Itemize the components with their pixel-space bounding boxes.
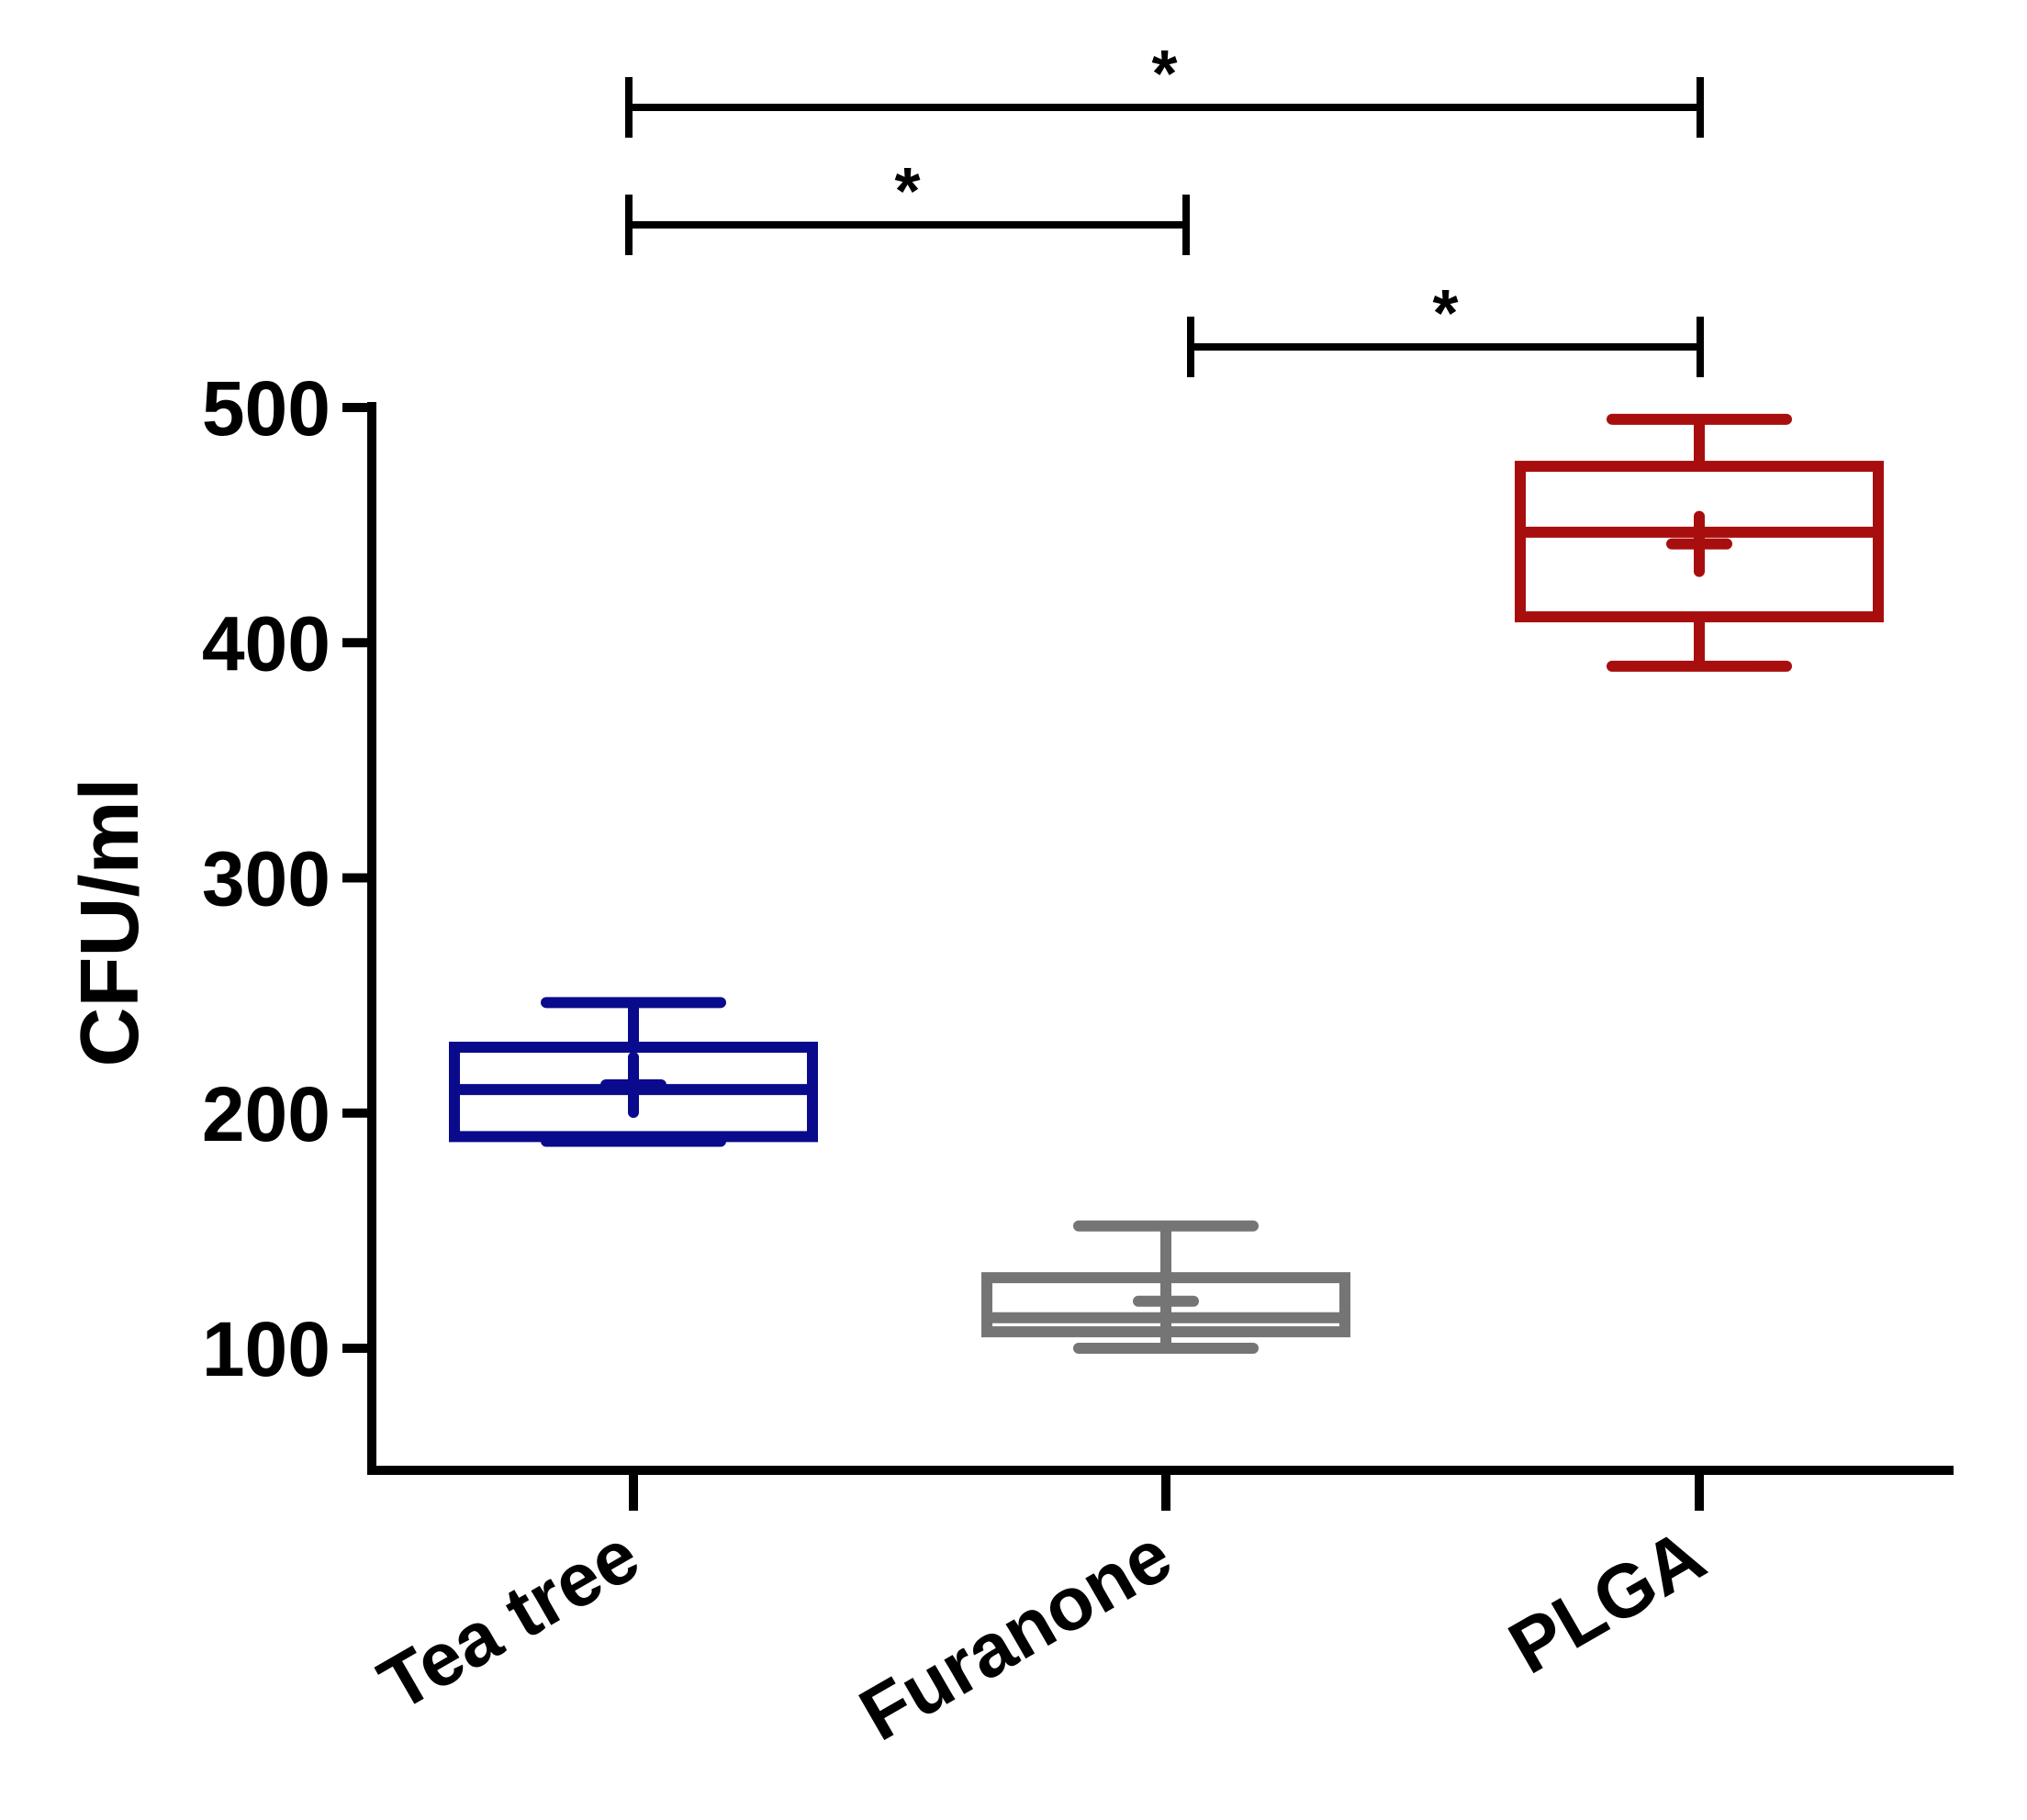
significance-bracket — [1187, 317, 1704, 377]
y-tick-label: 300 — [202, 836, 330, 922]
boxes — [449, 413, 1884, 1354]
y-ticks: 100 200 300 400 500 — [202, 365, 372, 1392]
y-tick-label: 500 — [202, 365, 330, 452]
significance-bracket — [625, 77, 1704, 138]
box-plga — [1515, 413, 1884, 672]
significance-star: * — [1432, 277, 1458, 351]
box-tea-tree — [449, 997, 818, 1147]
significance-brackets: * * * — [625, 38, 1704, 377]
significance-bracket — [625, 195, 1190, 255]
y-tick-label: 100 — [202, 1306, 330, 1392]
y-tick-label: 200 — [202, 1071, 330, 1157]
x-ticks: Tea tree Furanone PLGA — [365, 1470, 1719, 1757]
y-axis-title: CFU/ml — [64, 778, 156, 1067]
y-tick-label: 400 — [202, 600, 330, 687]
category-label: Tea tree — [365, 1513, 653, 1727]
significance-star: * — [1151, 38, 1177, 111]
box-furanone — [981, 1220, 1350, 1354]
category-label: PLGA — [1495, 1513, 1719, 1691]
significance-star: * — [894, 155, 920, 229]
category-label: Furanone — [846, 1513, 1185, 1758]
